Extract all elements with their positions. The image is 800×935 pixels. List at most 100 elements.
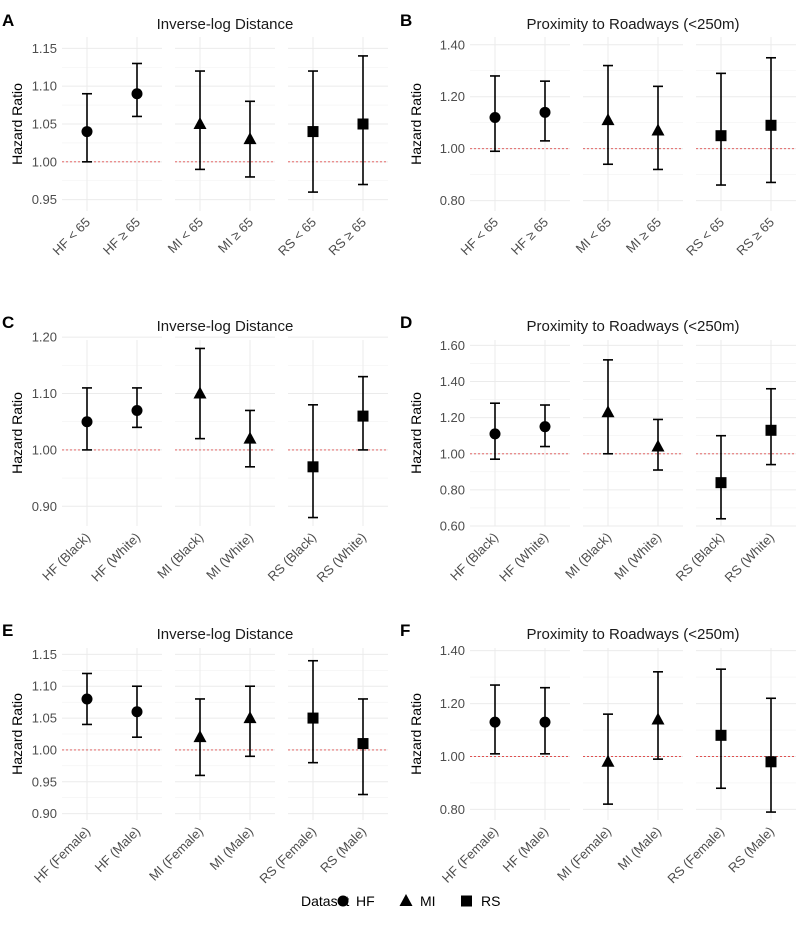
x-tick-label: RS ≥ 65: [325, 215, 369, 259]
point-marker-square: [357, 410, 369, 422]
panel-title: Inverse-log Distance: [157, 318, 294, 335]
y-axis-label: Hazard Ratio: [9, 693, 25, 775]
x-tick-label: HF < 65: [50, 215, 94, 259]
point-marker-square: [307, 126, 319, 138]
y-axis-label: Hazard Ratio: [9, 83, 25, 165]
facet-mi: MI < 65 MI ≥ 65: [165, 37, 275, 256]
y-tick-label: 0.90: [32, 499, 57, 514]
point-marker-triangle: [193, 386, 207, 399]
panel-d: D Proximity to Roadways (<250m) Hazard Rat…: [400, 313, 796, 585]
facet-mi: MI (Black)MI (White): [562, 340, 683, 583]
point-marker-circle: [81, 693, 93, 705]
y-tick-label: 1.10: [32, 79, 57, 94]
x-tick-label: RS < 65: [683, 215, 727, 259]
y-tick-label: 1.00: [32, 742, 57, 757]
x-tick-label: HF (Black): [447, 530, 501, 584]
point-marker-square: [357, 738, 369, 750]
y-tick-label: 0.80: [440, 802, 465, 817]
point-marker-square: [357, 118, 369, 130]
point-marker-square: [765, 756, 777, 768]
x-tick-label: RS (Male): [317, 824, 369, 876]
x-tick-label: HF (Male): [92, 824, 143, 875]
y-tick-label: 1.10: [32, 679, 57, 694]
y-tick-label: 1.20: [440, 696, 465, 711]
x-tick-label: MI (Black): [562, 530, 614, 582]
panel-e: E Inverse-log Distance Hazard Ratio HF (Fem…: [2, 621, 388, 886]
point-marker-triangle: [651, 712, 665, 725]
x-tick-label: HF (Female): [31, 824, 93, 886]
x-tick-label: RS (White): [314, 530, 370, 586]
panel-c: C Inverse-log Distance Hazard Ratio HF (Bla…: [2, 313, 388, 585]
x-tick-label: HF (Black): [39, 530, 93, 584]
legend-rs-square-icon: [461, 895, 472, 907]
y-tick-label: 1.00: [440, 446, 465, 461]
x-tick-label: HF (White): [88, 530, 143, 585]
y-tick-label: 1.20: [32, 330, 57, 345]
point-marker-circle: [131, 404, 143, 416]
panel-letter: B: [400, 11, 412, 30]
y-tick-label: 0.80: [440, 193, 465, 208]
y-tick-label: 0.90: [32, 806, 57, 821]
point-marker-circle: [539, 421, 551, 433]
panel-a: A Inverse-log Distance Hazard Ratio HF < 65…: [2, 11, 388, 259]
y-tick-label: 1.00: [32, 442, 57, 457]
facet-mi: MI (Female) MI (Male): [146, 648, 275, 884]
panel-b: B Proximity to Roadways (<250m) Hazard Rat…: [400, 11, 796, 259]
x-tick-label: HF ≥ 65: [508, 215, 551, 258]
x-tick-label: RS (Female): [256, 824, 319, 887]
x-tick-label: HF (Female): [439, 824, 501, 886]
facet-hf: HF (Black)HF (White): [447, 340, 570, 585]
facet-rs: RS < 65 RS ≥ 65: [275, 37, 388, 259]
y-tick-label: 1.40: [440, 37, 465, 52]
panel-f: F Proximity to Roadways (<250m) Hazard Rat…: [400, 621, 796, 886]
point-marker-triangle: [193, 117, 207, 129]
point-marker-triangle: [651, 439, 665, 452]
y-tick-label: 1.15: [32, 647, 57, 662]
point-marker-square: [307, 461, 319, 473]
y-tick-label: 1.05: [32, 117, 57, 132]
point-marker-square: [715, 477, 727, 489]
point-marker-triangle: [601, 113, 615, 126]
point-marker-circle: [81, 416, 93, 428]
y-tick-label: 1.60: [440, 338, 465, 353]
facet-rs: RS (Female)RS (Male): [664, 648, 796, 886]
y-tick-label: 0.80: [440, 482, 465, 497]
point-marker-square: [715, 130, 727, 142]
panel-letter: D: [400, 313, 412, 332]
x-tick-label: MI ≥ 65: [623, 215, 664, 256]
point-marker-triangle: [193, 730, 207, 743]
point-marker-circle: [539, 716, 551, 728]
y-tick-label: 1.15: [32, 41, 57, 56]
legend-title: Dataset: [301, 893, 349, 909]
point-marker-square: [765, 119, 777, 131]
y-tick-label: 1.10: [32, 386, 57, 401]
y-axis-label: Hazard Ratio: [408, 83, 424, 165]
point-marker-circle: [81, 126, 93, 138]
x-tick-label: HF ≥ 65: [100, 215, 143, 258]
y-tick-label: 1.40: [440, 374, 465, 389]
point-marker-triangle: [243, 431, 257, 444]
y-tick-label: 1.00: [440, 749, 465, 764]
y-tick-label: 0.95: [32, 192, 57, 207]
panel-title: Inverse-log Distance: [157, 626, 294, 643]
x-tick-label: MI (Female): [146, 824, 206, 884]
x-tick-label: HF (White): [496, 530, 551, 585]
x-tick-label: MI (White): [611, 530, 664, 583]
panel-letter: E: [2, 621, 13, 640]
x-tick-label: RS (White): [722, 530, 778, 586]
x-tick-label: MI (White): [203, 530, 256, 583]
y-axis-label: Hazard Ratio: [408, 392, 424, 474]
x-tick-label: MI < 65: [573, 215, 615, 257]
x-tick-label: HF (Male): [500, 824, 551, 875]
point-marker-triangle: [243, 711, 257, 724]
facet-rs: RS (Black)RS (White): [265, 336, 388, 586]
x-tick-label: RS (Male): [725, 824, 777, 876]
panel-title: Proximity to Roadways (<250m): [527, 626, 740, 643]
y-tick-label: 0.95: [32, 774, 57, 789]
point-marker-circle: [489, 716, 501, 728]
point-marker-triangle: [651, 123, 665, 136]
y-tick-label: 1.40: [440, 643, 465, 658]
facet-hf: HF < 65 HF ≥ 65: [458, 37, 570, 258]
y-axis-label: Hazard Ratio: [9, 392, 25, 474]
x-tick-label: RS (Female): [664, 824, 727, 887]
